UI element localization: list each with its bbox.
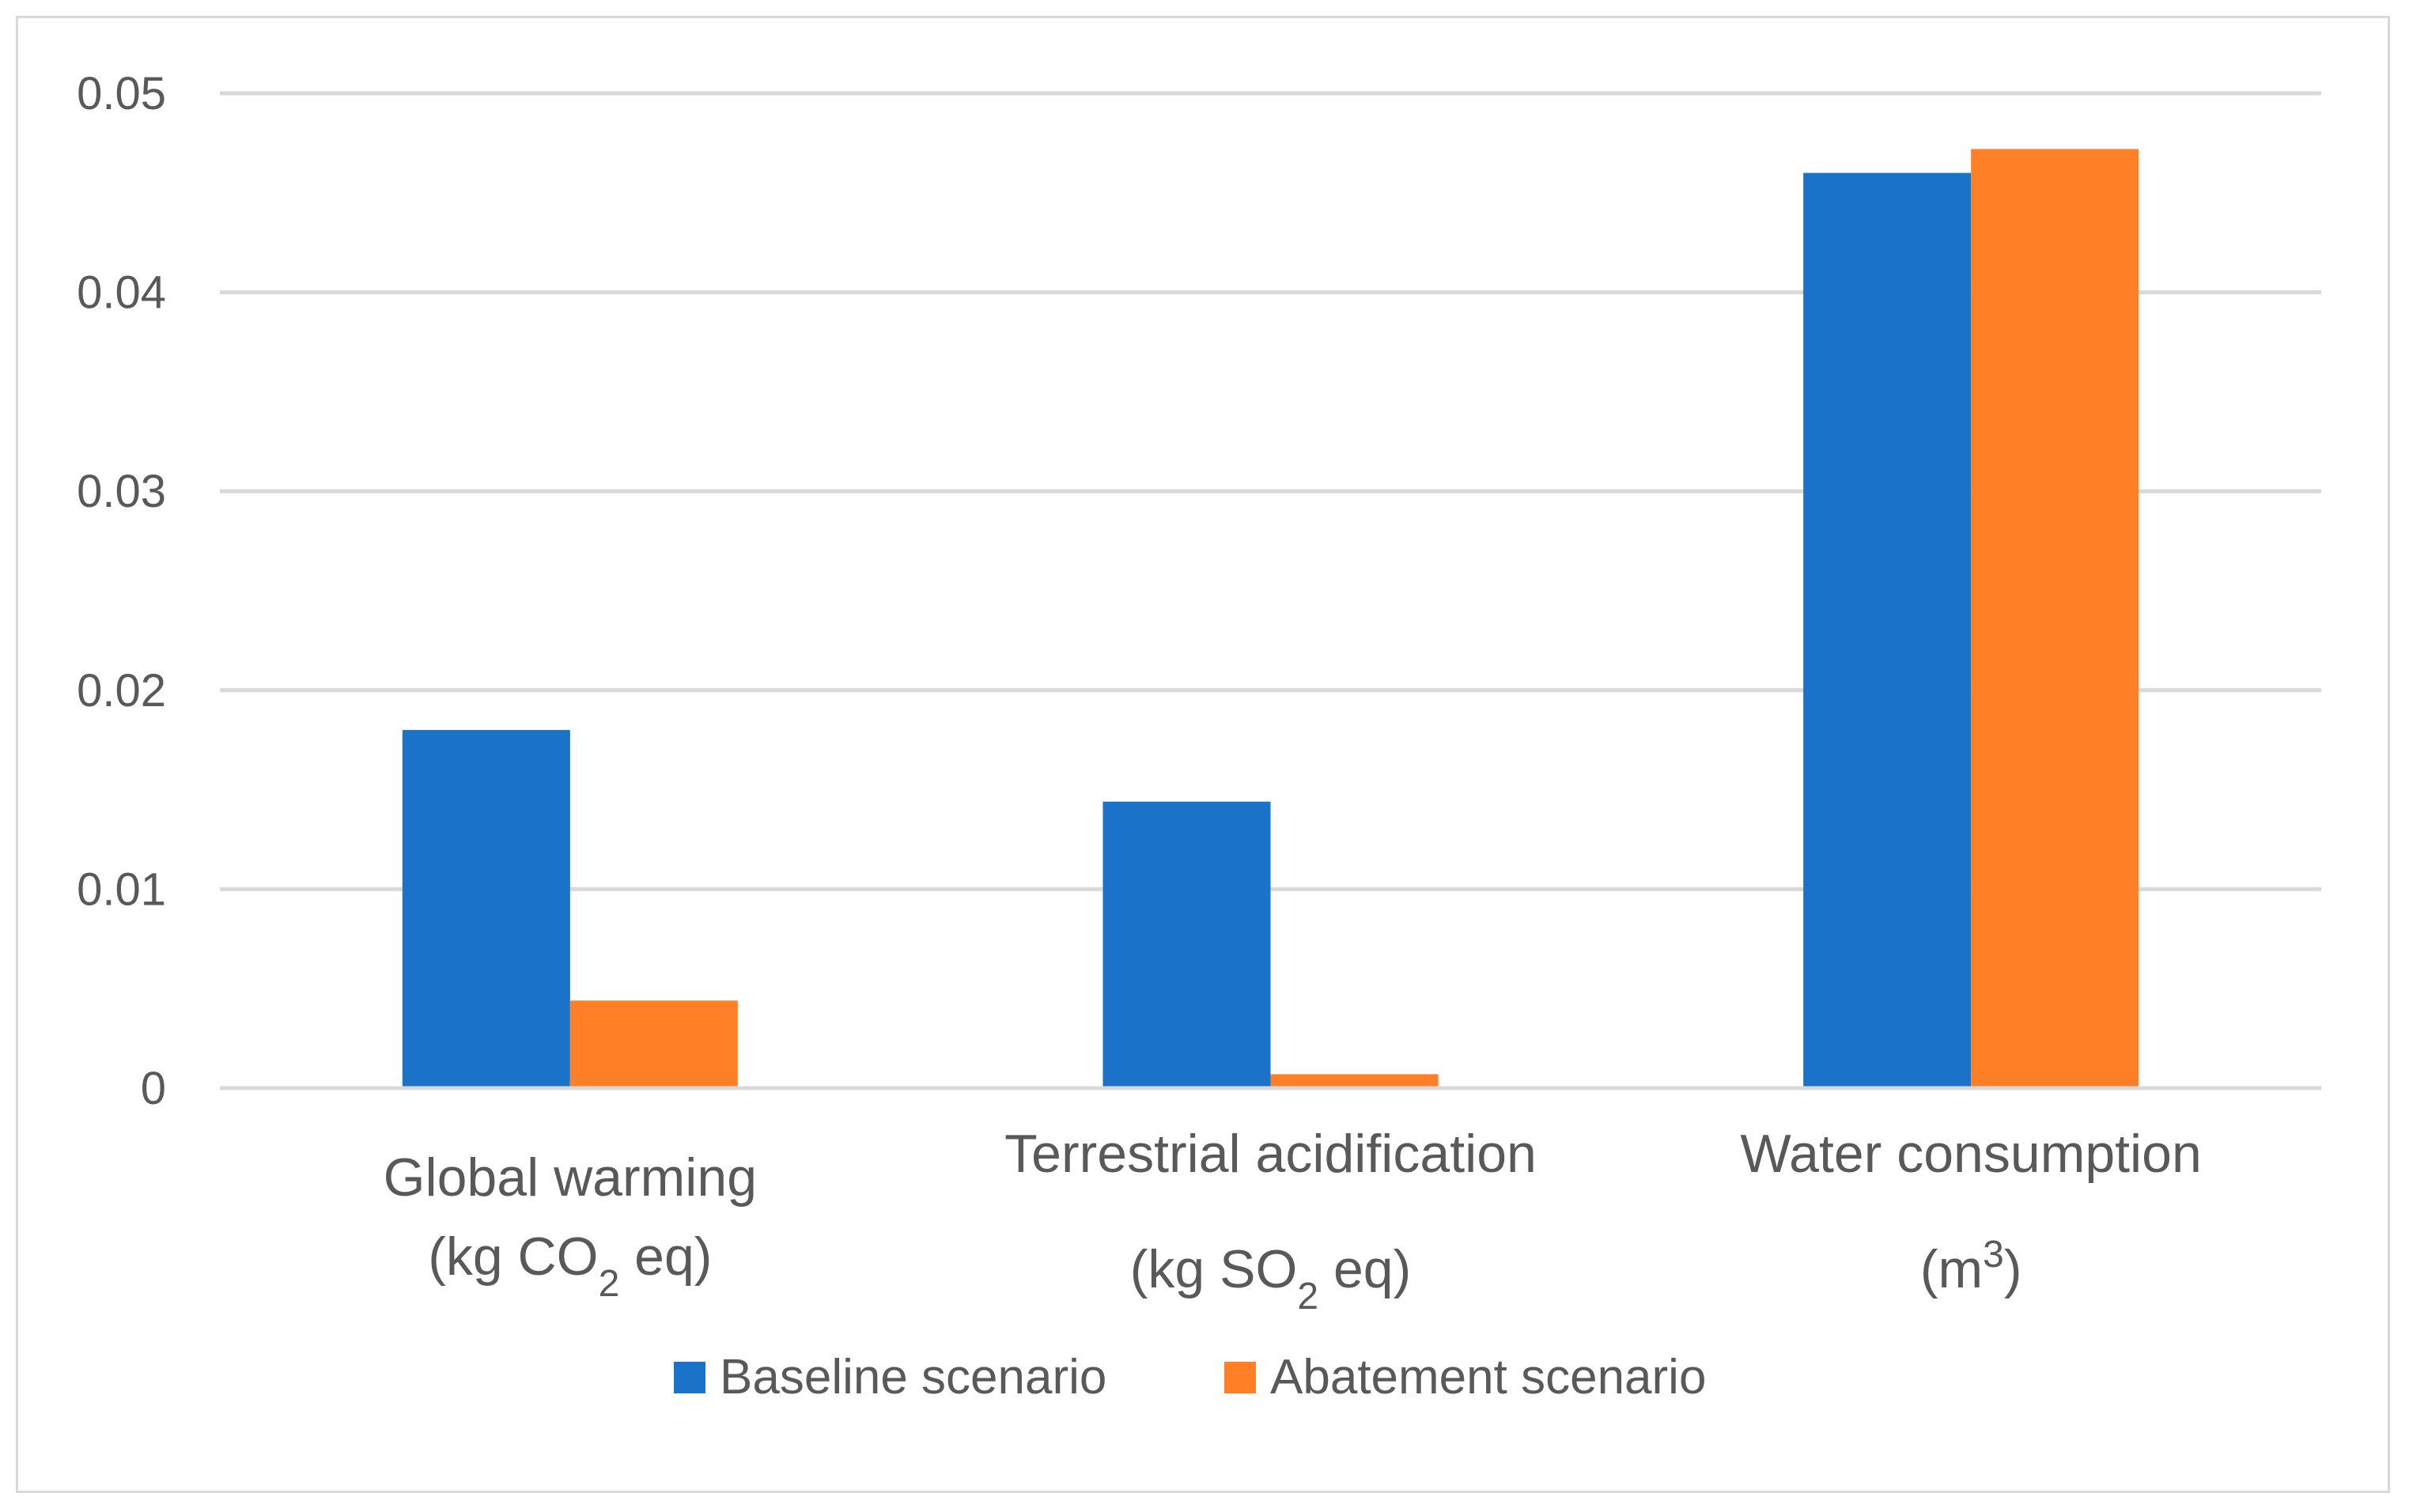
category-unit-part: 3 [1983,1234,2004,1276]
legend: Baseline scenario Abatement scenario [674,1350,1706,1404]
legend-label: Abatement scenario [1270,1350,1706,1404]
category-unit-part: ) [2004,1239,2022,1299]
bar-baseline-scenario [1102,801,1271,1088]
category-label: Water consumption [1741,1124,2202,1184]
y-axis-ticks: 0 0.01 0.02 0.03 0.04 0.05 [77,68,166,1114]
y-tick-label: 0.04 [77,267,166,319]
y-tick-label: 0.03 [77,466,166,517]
y-tick-label: 0 [141,1063,166,1114]
category-unit-part: (kg SO [1130,1239,1298,1299]
category-unit-part: (kg CO [428,1227,598,1287]
y-tick-label: 0.05 [77,68,166,119]
bar-abatement-scenario [569,1000,738,1088]
y-tick-label: 0.01 [77,864,166,915]
legend-label: Baseline scenario [720,1350,1106,1404]
bars [402,149,2139,1088]
legend-swatch [1224,1362,1256,1393]
bar-abatement-scenario [1971,149,2139,1088]
chart-frame [16,16,2390,1493]
legend-swatch [674,1362,705,1393]
category-label: Terrestrial acidification [1004,1124,1537,1184]
category-unit-part: eq) [619,1227,712,1287]
category-label: Global warming [384,1147,757,1208]
category-unit-label: (m3) [1920,1234,2022,1300]
category-unit-part: (m [1920,1239,1983,1299]
bar-baseline-scenario [1803,172,1972,1088]
category-unit-label: (kg SO2 eq) [1130,1239,1412,1317]
category-unit-part: 2 [599,1263,620,1305]
category-unit-part: 2 [1297,1276,1318,1317]
y-tick-label: 0.02 [77,665,166,716]
bar-baseline-scenario [402,730,570,1088]
bar-abatement-scenario [1270,1074,1439,1088]
category-unit-label: (kg CO2 eq) [428,1227,712,1305]
x-axis-categories: Global warming(kg CO2 eq)Terrestrial aci… [384,1124,2202,1317]
category-unit-part: eq) [1318,1239,1411,1299]
